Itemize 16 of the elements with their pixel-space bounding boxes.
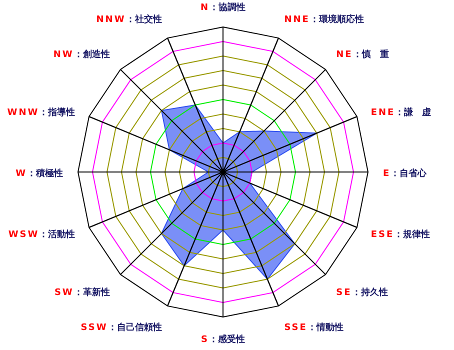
spoke-label: ENE：謙 虚 [370,106,432,118]
spoke-label: NNW：社交性 [96,14,162,26]
spoke-label: NNE：環境順応性 [284,14,364,26]
spoke-label: SSE：情動性 [284,322,344,333]
spoke-label: S：感受性 [201,334,245,345]
spoke-label: E：自省心 [383,168,428,179]
spoke-label: N：協調性 [200,2,246,13]
spoke-label: WSW：活動性 [8,229,76,240]
spoke-label: W：積極性 [16,168,63,179]
spoke-label: NE：慎 重 [336,48,389,60]
spoke-label: NW：創造性 [53,48,110,60]
spoke-label: WNW：指導性 [7,106,76,118]
spoke-label: SE：持久性 [336,287,388,298]
spoke-label: SW：革新性 [54,287,110,298]
spoke-label: SSW：自己信頼性 [80,322,162,333]
spoke-label: ESE：規律性 [370,229,430,240]
